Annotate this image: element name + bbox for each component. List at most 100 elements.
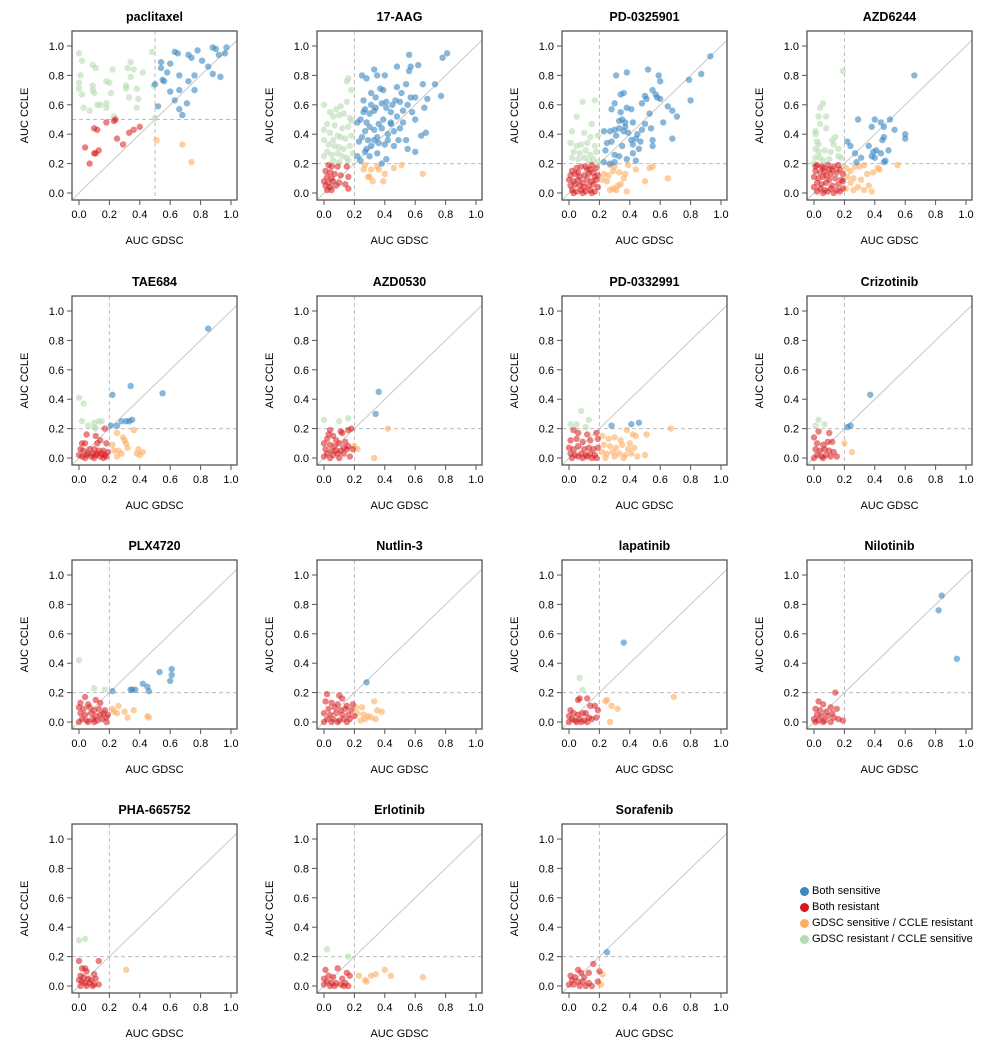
point-gdsc-sens-ccle-res <box>864 170 871 178</box>
point-both-resistant <box>125 129 133 136</box>
x-tick-label: 0.2 <box>592 209 607 221</box>
reference-lines <box>72 560 237 729</box>
point-gdsc-res-ccle-sens <box>80 400 87 407</box>
point-both-sensitive <box>154 103 162 110</box>
y-tick-label: 0.0 <box>294 188 309 200</box>
point-both-sensitive <box>384 136 392 144</box>
point-gdsc-sens-ccle-res <box>603 178 611 185</box>
point-both-sensitive <box>363 119 370 126</box>
y-tick-label: 0.2 <box>784 159 799 171</box>
x-tick-label: 0.8 <box>438 1002 453 1014</box>
point-both-sensitive <box>871 116 878 123</box>
point-gdsc-res-ccle-sens <box>122 85 130 92</box>
x-tick-label: 0.4 <box>132 738 147 750</box>
point-both-sensitive <box>404 101 411 109</box>
y-tick-label: 0.4 <box>539 922 554 934</box>
point-gdsc-res-ccle-sens <box>345 953 352 960</box>
x-tick-label: 0.0 <box>561 738 576 750</box>
x-tick-label: 0.8 <box>193 474 208 486</box>
y-tick-label: 0.2 <box>294 952 309 964</box>
point-gdsc-sens-ccle-res <box>367 166 375 173</box>
point-gdsc-res-ccle-sens <box>822 125 830 132</box>
point-both-sensitive <box>891 126 898 133</box>
point-both-resistant <box>343 163 350 170</box>
y-axis-label: AUC CCLE <box>19 88 31 144</box>
x-tick-label: 0.6 <box>653 738 668 750</box>
point-both-sensitive <box>357 116 364 123</box>
point-gdsc-sens-ccle-res <box>380 178 387 185</box>
point-gdsc-sens-ccle-res <box>360 166 367 173</box>
y-tick-label: 1.0 <box>294 834 309 846</box>
reference-lines <box>807 296 972 465</box>
points <box>320 679 385 726</box>
point-both-sensitive <box>191 86 198 94</box>
point-both-sensitive <box>159 390 166 397</box>
point-gdsc-sens-ccle-res <box>390 164 398 172</box>
point-both-sensitive <box>188 54 195 61</box>
point-both-sensitive <box>151 81 159 88</box>
point-both-sensitive <box>384 131 392 138</box>
point-gdsc-res-ccle-sens <box>345 157 352 164</box>
point-gdsc-res-ccle-sens <box>124 64 131 72</box>
point-both-sensitive <box>366 110 373 117</box>
point-gdsc-res-ccle-sens <box>320 416 328 423</box>
point-both-resistant <box>810 454 818 462</box>
diagonal-line <box>807 304 972 465</box>
x-tick-label: 0.6 <box>163 1002 178 1014</box>
y-tick-label: 0.2 <box>539 159 554 171</box>
point-both-resistant <box>570 189 577 197</box>
panel-title: TAE684 <box>132 275 177 289</box>
point-both-sensitive <box>370 66 378 73</box>
point-both-sensitive <box>393 113 401 120</box>
y-tick-label: 0.0 <box>784 717 799 729</box>
point-both-sensitive <box>602 147 609 154</box>
point-both-resistant <box>86 160 93 167</box>
point-both-resistant <box>812 163 819 170</box>
point-both-resistant <box>349 445 357 453</box>
y-tick-label: 0.0 <box>539 981 554 993</box>
point-both-sensitive <box>641 120 649 128</box>
point-gdsc-sens-ccle-res <box>611 453 618 460</box>
y-tick-label: 0.4 <box>539 658 554 670</box>
point-both-sensitive <box>419 81 426 88</box>
point-gdsc-res-ccle-sens <box>328 151 335 158</box>
point-gdsc-res-ccle-sens <box>816 104 824 111</box>
reference-lines <box>72 824 237 993</box>
x-tick-label: 0.2 <box>837 474 852 486</box>
point-gdsc-sens-ccle-res <box>358 704 366 711</box>
points <box>320 946 426 990</box>
point-both-resistant <box>92 975 99 982</box>
point-both-resistant <box>103 440 110 447</box>
point-both-sensitive <box>853 158 860 166</box>
panel-nutlin-3: Nutlin-3 0.0 0.0 0.2 0.2 0.4 0.4 0.6 0.6 0.8 0.8 1.… <box>264 539 484 776</box>
y-axis-label: AUC CCLE <box>19 617 31 673</box>
point-gdsc-res-ccle-sens <box>835 145 842 153</box>
point-both-resistant <box>334 718 341 726</box>
point-both-resistant <box>822 172 830 179</box>
point-gdsc-sens-ccle-res <box>121 708 128 715</box>
point-both-sensitive <box>698 70 705 78</box>
point-gdsc-sens-ccle-res <box>370 454 378 462</box>
y-tick-label: 0.8 <box>294 599 309 611</box>
point-gdsc-res-ccle-sens <box>826 155 833 163</box>
point-gdsc-res-ccle-sens <box>81 935 89 943</box>
point-both-sensitive <box>620 639 627 646</box>
point-gdsc-sens-ccle-res <box>375 166 382 173</box>
point-both-sensitive <box>355 138 363 145</box>
point-both-resistant <box>97 437 104 444</box>
point-both-resistant <box>810 434 818 441</box>
point-both-resistant <box>565 981 573 988</box>
point-both-sensitive <box>637 138 644 145</box>
reference-lines <box>807 560 972 729</box>
point-both-sensitive <box>685 76 693 84</box>
x-tick-label: 0.4 <box>132 474 147 486</box>
point-both-resistant <box>594 435 602 443</box>
point-both-sensitive <box>851 150 859 157</box>
point-gdsc-sens-ccle-res <box>110 447 118 454</box>
point-both-sensitive <box>107 422 115 429</box>
point-both-sensitive <box>221 50 229 57</box>
point-both-sensitive <box>145 687 153 695</box>
plot-frame <box>316 30 483 201</box>
y-axis-label: AUC CCLE <box>264 353 276 409</box>
x-tick-label: 0.0 <box>561 1002 576 1014</box>
